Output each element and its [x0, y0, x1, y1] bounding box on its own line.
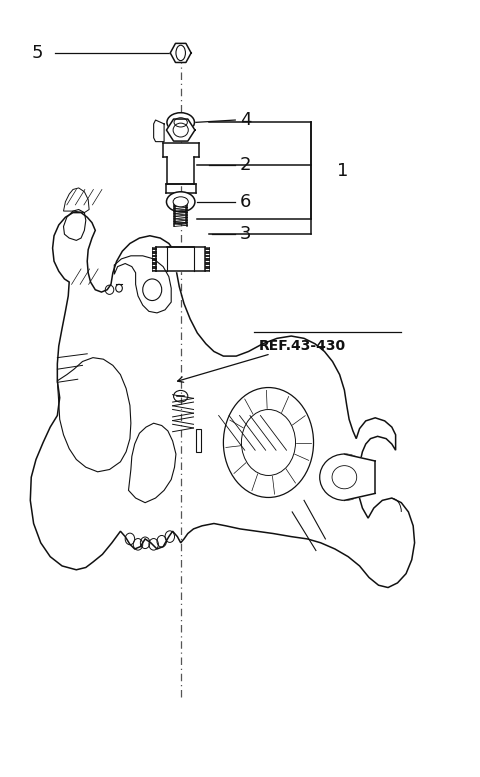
Polygon shape: [170, 44, 191, 62]
Text: 2: 2: [240, 155, 252, 174]
Text: 5: 5: [32, 44, 43, 62]
Text: REF.43-430: REF.43-430: [259, 339, 346, 353]
Polygon shape: [344, 454, 375, 500]
Ellipse shape: [320, 454, 369, 500]
Text: 3: 3: [240, 225, 252, 243]
Text: 1: 1: [337, 162, 348, 180]
Ellipse shape: [173, 197, 188, 207]
Text: 4: 4: [240, 111, 252, 129]
Polygon shape: [167, 119, 195, 141]
Polygon shape: [163, 143, 199, 157]
Polygon shape: [156, 246, 205, 271]
Ellipse shape: [167, 192, 195, 212]
Polygon shape: [168, 157, 194, 184]
Ellipse shape: [174, 118, 187, 127]
Text: 6: 6: [240, 193, 252, 211]
Ellipse shape: [167, 113, 194, 132]
Polygon shape: [154, 120, 164, 141]
Polygon shape: [175, 200, 186, 224]
